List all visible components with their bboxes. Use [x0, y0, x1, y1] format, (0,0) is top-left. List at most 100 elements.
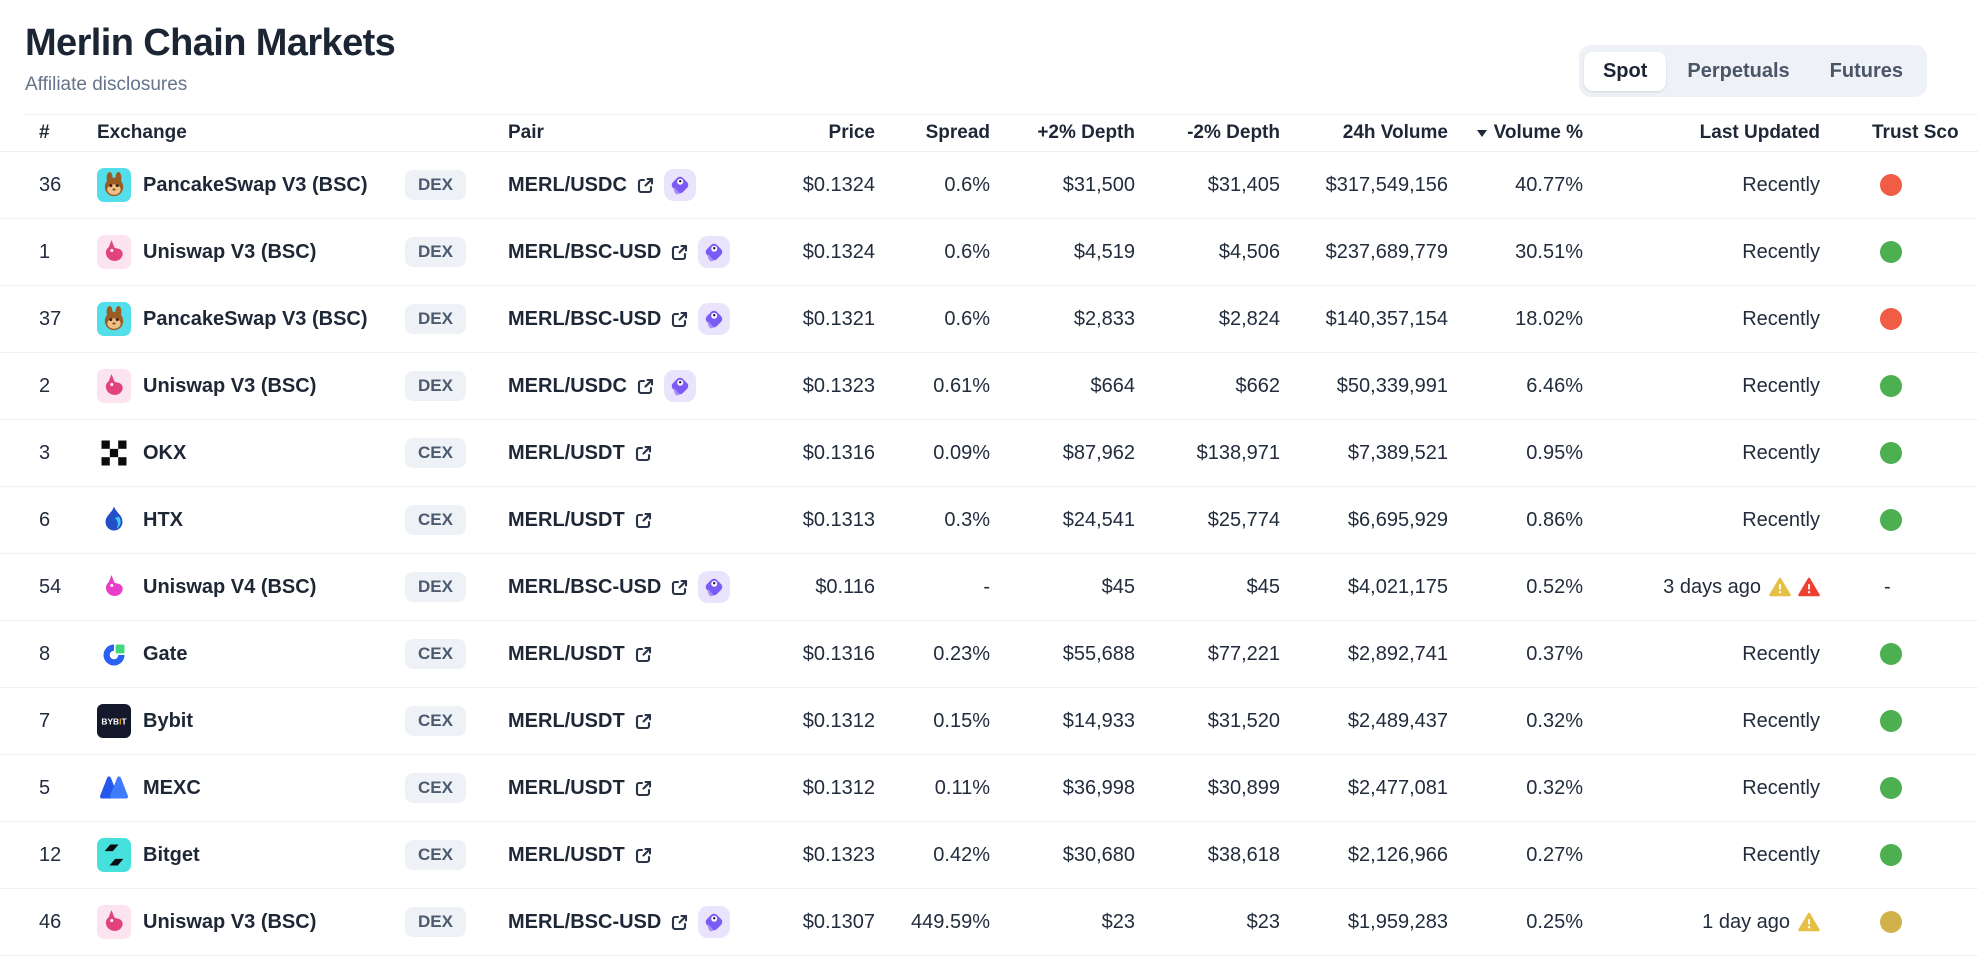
pair-link[interactable]: MERL/USDT: [508, 642, 625, 665]
tab-perpetuals[interactable]: Perpetuals: [1687, 59, 1790, 82]
header-volume-pct[interactable]: Volume %: [1448, 122, 1583, 144]
uniswap-v4-logo-icon: [97, 570, 131, 604]
exchange-link[interactable]: Uniswap V3 (BSC): [97, 235, 405, 269]
exchange-link[interactable]: Uniswap V3 (BSC): [97, 905, 405, 939]
external-link-icon[interactable]: [634, 645, 653, 664]
external-link-icon[interactable]: [636, 176, 655, 195]
header-exchange[interactable]: Exchange: [97, 122, 187, 143]
spread-value: 0.3%: [944, 508, 990, 531]
exchange-type-cell: DEX: [405, 371, 508, 401]
trust-score-dot-red: [1880, 308, 1902, 330]
markets-table: # Exchange Pair Price Spread +2% Depth -…: [0, 115, 1978, 956]
geckoterminal-icon[interactable]: [698, 571, 731, 603]
exchange-link[interactable]: BYBIT Bybit: [97, 704, 405, 738]
depth-minus-value: $662: [1235, 374, 1281, 397]
spread-value: 0.6%: [944, 307, 990, 330]
last-updated-value: Recently: [1742, 776, 1820, 799]
exchange-name: OKX: [143, 441, 187, 464]
exchange-link[interactable]: HTX: [97, 503, 405, 537]
trust-score-dot-green: [1880, 375, 1902, 397]
pair-link[interactable]: MERL/BSC-USD: [508, 575, 662, 598]
trust-score-cell: [1820, 308, 1978, 330]
exchange-link[interactable]: MEXC: [97, 771, 405, 805]
price-value: $0.1307: [802, 910, 875, 933]
pair-link[interactable]: MERL/USDT: [508, 709, 625, 732]
pair-cell: MERL/BSC-USD: [508, 236, 740, 268]
price-value: $0.1323: [802, 374, 875, 397]
pair-cell: MERL/BSC-USD: [508, 571, 740, 603]
external-link-icon[interactable]: [634, 712, 653, 731]
price-value: $0.1324: [802, 240, 875, 263]
tab-spot[interactable]: Spot: [1583, 51, 1667, 91]
pair-link[interactable]: MERL/USDC: [508, 173, 627, 196]
header-pair[interactable]: Pair: [508, 122, 544, 143]
exchange-link[interactable]: OKX: [97, 436, 405, 470]
pair-link[interactable]: MERL/BSC-USD: [508, 240, 662, 263]
pair-link[interactable]: MERL/USDC: [508, 374, 627, 397]
depth-plus-value: $2,833: [1073, 307, 1135, 330]
pair-link[interactable]: MERL/BSC-USD: [508, 910, 662, 933]
depth-minus-value: $38,618: [1207, 843, 1280, 866]
header-24h-volume[interactable]: 24h Volume: [1342, 122, 1448, 143]
header-trust-score[interactable]: Trust Sco: [1872, 122, 1959, 143]
volume-pct-value: 18.02%: [1515, 307, 1583, 330]
geckoterminal-icon[interactable]: [663, 370, 696, 402]
external-link-icon[interactable]: [636, 377, 655, 396]
table-row: 7 BYBIT Bybit CEX MERL/USDT $0.1312 0.15…: [0, 688, 1978, 755]
header-last-updated[interactable]: Last Updated: [1699, 122, 1820, 143]
depth-minus-value: $31,405: [1207, 173, 1280, 196]
exchange-link[interactable]: Uniswap V3 (BSC): [97, 369, 405, 403]
pair-link[interactable]: MERL/USDT: [508, 776, 625, 799]
pair-link[interactable]: MERL/USDT: [508, 508, 625, 531]
external-link-icon[interactable]: [634, 511, 653, 530]
external-link-icon[interactable]: [670, 578, 689, 597]
external-link-icon[interactable]: [670, 243, 689, 262]
header-depth-minus[interactable]: -2% Depth: [1187, 122, 1280, 143]
header-price[interactable]: Price: [828, 122, 875, 143]
volume-pct-value: 0.86%: [1526, 508, 1583, 531]
geckoterminal-icon[interactable]: [698, 303, 731, 335]
trust-score-dot-red: [1880, 174, 1902, 196]
external-link-icon[interactable]: [670, 913, 689, 932]
header-depth-plus[interactable]: +2% Depth: [1037, 122, 1135, 143]
warning-yellow-icon: [1769, 577, 1791, 597]
exchange-link[interactable]: Bitget: [97, 838, 405, 872]
exchange-type-badge: DEX: [405, 572, 466, 602]
exchange-name: PancakeSwap V3 (BSC): [143, 307, 368, 330]
bitget-logo-icon: [97, 838, 131, 872]
volume-pct-value: 30.51%: [1515, 240, 1583, 263]
last-updated-cell: Recently: [1583, 710, 1820, 733]
pair-link[interactable]: MERL/USDT: [508, 441, 625, 464]
depth-plus-value: $14,933: [1062, 709, 1135, 732]
table-row: 6 HTX CEX MERL/USDT $0.1313 0.3% $24,541…: [0, 487, 1978, 554]
pair-link[interactable]: MERL/USDT: [508, 843, 625, 866]
external-link-icon[interactable]: [634, 779, 653, 798]
header-rank[interactable]: #: [39, 122, 50, 143]
affiliate-disclosures-link[interactable]: Affiliate disclosures: [25, 74, 188, 95]
rank-value: 37: [39, 307, 62, 330]
pair-link[interactable]: MERL/BSC-USD: [508, 307, 662, 330]
exchange-type-cell: DEX: [405, 572, 508, 602]
last-updated-value: 1 day ago: [1702, 910, 1790, 933]
geckoterminal-icon[interactable]: [663, 169, 696, 201]
exchange-link[interactable]: Uniswap V4 (BSC): [97, 570, 405, 604]
depth-minus-value: $138,971: [1196, 441, 1280, 464]
exchange-link[interactable]: PancakeSwap V3 (BSC): [97, 302, 405, 336]
exchange-link[interactable]: Gate: [97, 637, 405, 671]
geckoterminal-icon[interactable]: [698, 236, 731, 268]
external-link-icon[interactable]: [634, 846, 653, 865]
external-link-icon[interactable]: [670, 310, 689, 329]
spread-value: -: [983, 575, 990, 598]
uniswap-v3-logo-icon: [97, 369, 131, 403]
trust-score-dot-green: [1880, 844, 1902, 866]
external-link-icon[interactable]: [634, 444, 653, 463]
rank-value: 6: [39, 508, 51, 531]
trust-score-cell: [1820, 777, 1978, 799]
tab-futures[interactable]: Futures: [1829, 59, 1903, 82]
exchange-link[interactable]: PancakeSwap V3 (BSC): [97, 168, 405, 202]
table-header-row: # Exchange Pair Price Spread +2% Depth -…: [0, 115, 1978, 152]
geckoterminal-icon[interactable]: [698, 906, 731, 938]
table-row: 2 Uniswap V3 (BSC) DEX MERL/USDC $0.1323…: [0, 353, 1978, 420]
rank-value: 46: [39, 910, 62, 933]
header-spread[interactable]: Spread: [925, 122, 990, 143]
